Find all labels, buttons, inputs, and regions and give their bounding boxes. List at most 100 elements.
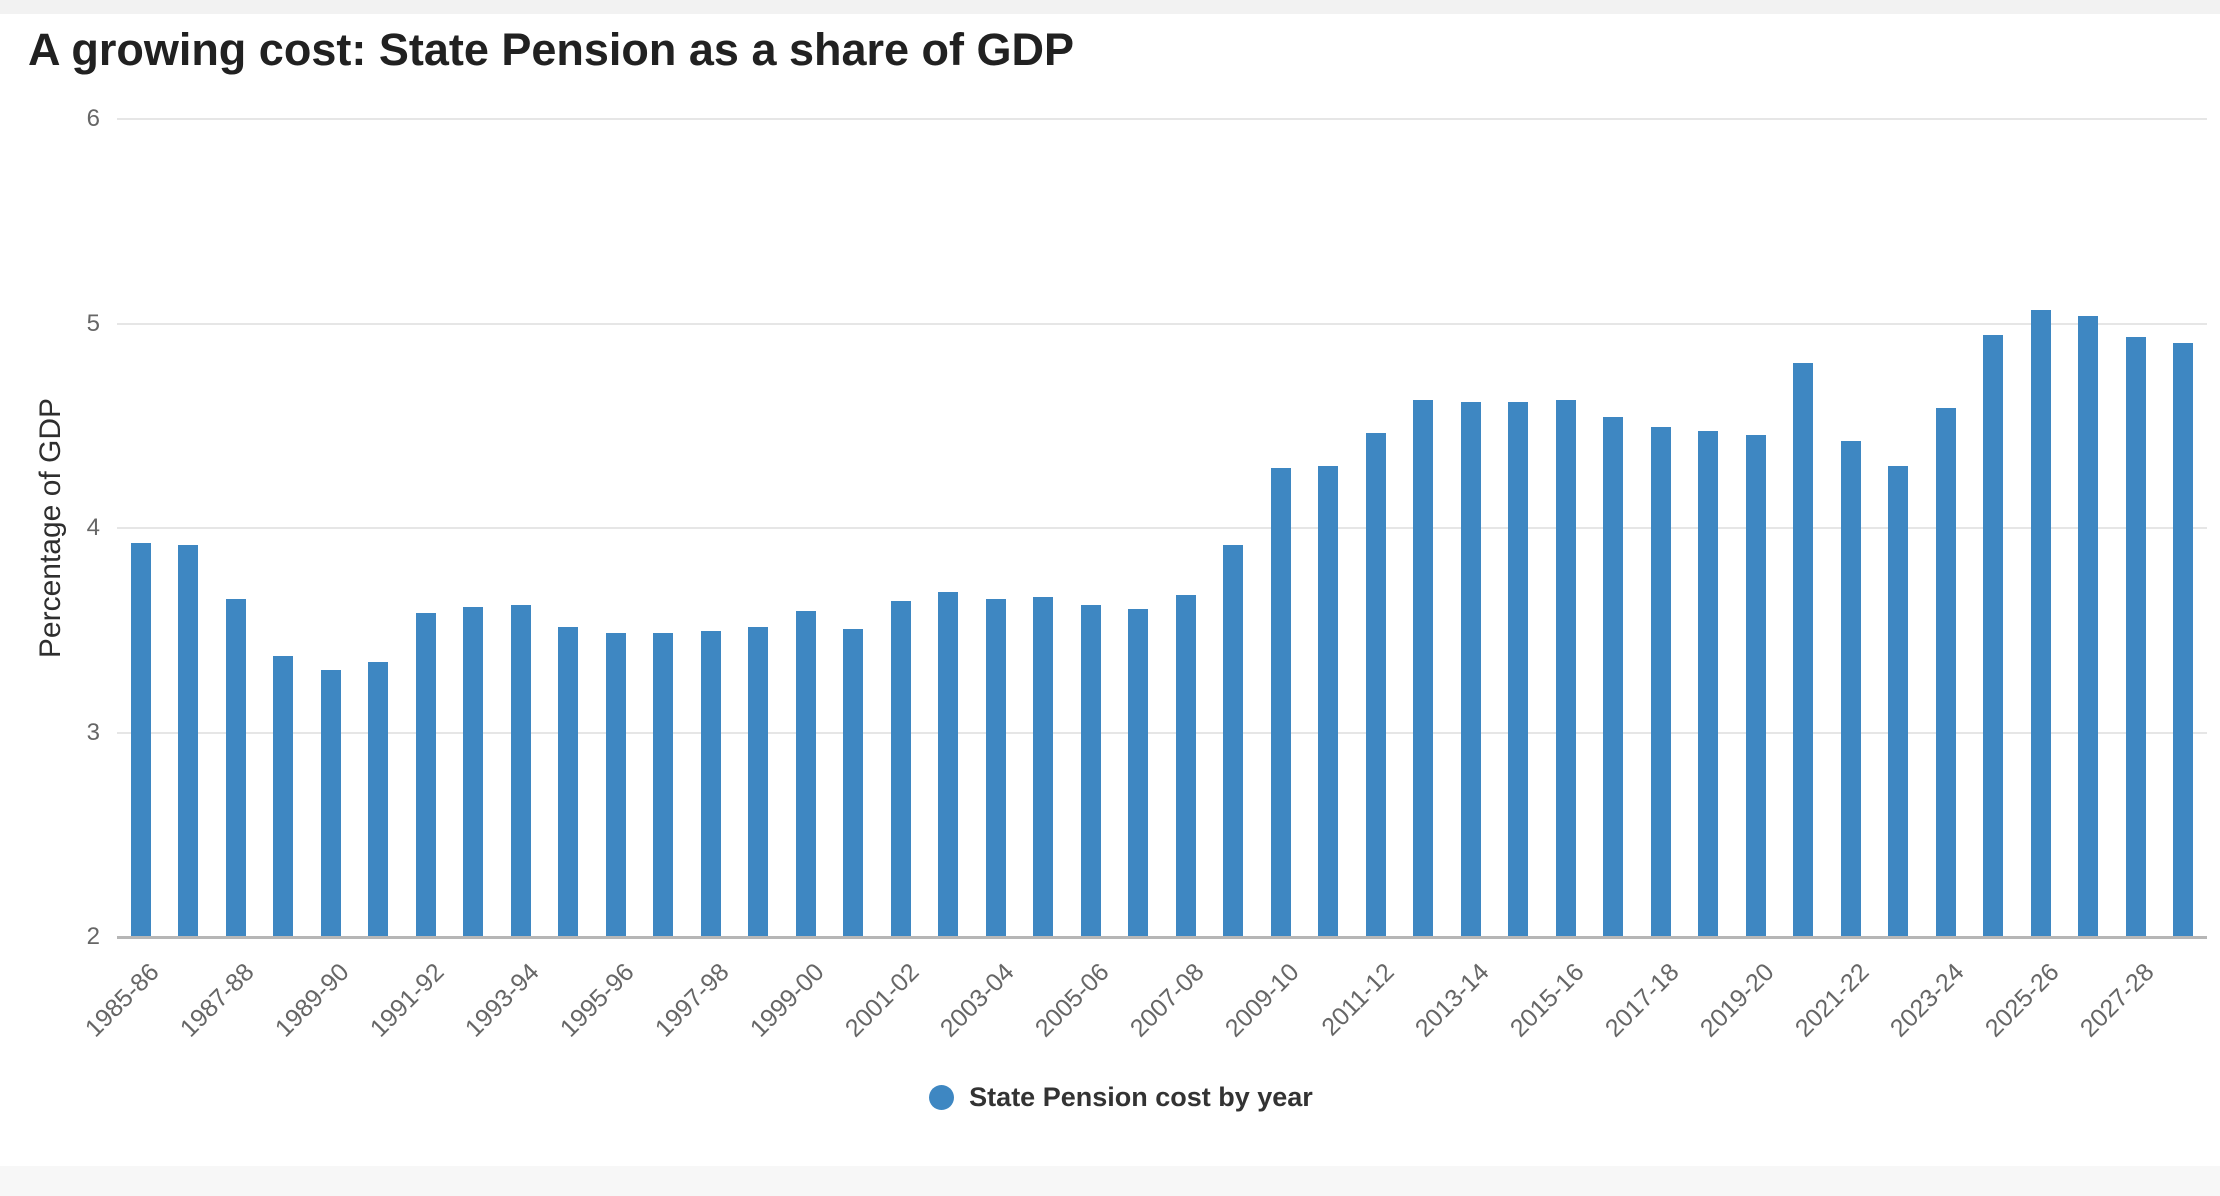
y-tick-label: 5 <box>86 310 100 337</box>
bar-slot <box>830 119 878 936</box>
bar-2014-15[interactable] <box>1508 402 1529 936</box>
bar-slot <box>1400 119 1448 936</box>
x-tick-label: 1997-98 <box>650 958 735 1043</box>
bar-slot <box>545 119 593 936</box>
bar-2025-26[interactable] <box>2030 310 2051 936</box>
bar-slot <box>1257 119 1305 936</box>
bar-slot <box>450 119 498 936</box>
bar-1990-91[interactable] <box>368 662 389 936</box>
bar-1998-99[interactable] <box>748 627 769 936</box>
bar-1985-86[interactable] <box>130 543 151 936</box>
bar-2001-02[interactable] <box>890 600 911 936</box>
bar-2002-03[interactable] <box>938 592 959 936</box>
x-tick-label: 2017-18 <box>1600 958 1685 1043</box>
bar-2012-13[interactable] <box>1413 400 1434 936</box>
x-tick-label: 2003-04 <box>935 958 1020 1043</box>
x-tick-label: 1987-88 <box>175 958 260 1043</box>
bar-2017-18[interactable] <box>1650 426 1671 936</box>
bar-2003-04[interactable] <box>985 598 1006 936</box>
bar-slot <box>1685 119 1733 936</box>
bar-2028-29[interactable] <box>2173 342 2194 936</box>
bar-2020-21[interactable] <box>1793 363 1814 936</box>
bar-2015-16[interactable] <box>1555 400 1576 936</box>
bar-1992-93[interactable] <box>463 606 484 936</box>
bar-2011-12[interactable] <box>1365 432 1386 936</box>
x-tick-label: 2005-06 <box>1030 958 1115 1043</box>
bar-2009-10[interactable] <box>1270 467 1291 936</box>
bar-slot <box>2160 119 2208 936</box>
bar-2022-23[interactable] <box>1888 465 1909 936</box>
bar-slot <box>355 119 403 936</box>
x-tick-label: 2025-26 <box>1980 958 2065 1043</box>
bar-1987-88[interactable] <box>225 598 246 936</box>
bar-slot <box>1875 119 1923 936</box>
bar-2007-08[interactable] <box>1175 594 1196 936</box>
x-axis-line <box>117 936 2207 939</box>
bar-slot <box>1637 119 1685 936</box>
bar-1989-90[interactable] <box>320 670 341 936</box>
bar-slot <box>972 119 1020 936</box>
gridline <box>117 732 2207 734</box>
bar-slot <box>2112 119 2160 936</box>
x-tick-label: 1995-96 <box>555 958 640 1043</box>
bottom-strip <box>0 1166 2220 1196</box>
bar-slot <box>1780 119 1828 936</box>
bar-1995-96[interactable] <box>605 633 626 936</box>
x-tick-label: 1993-94 <box>460 958 545 1043</box>
bar-1997-98[interactable] <box>700 631 721 936</box>
y-tick-label: 3 <box>86 719 100 746</box>
bar-slot <box>1827 119 1875 936</box>
bar-2018-19[interactable] <box>1698 430 1719 936</box>
bar-slot <box>1970 119 2018 936</box>
bar-2006-07[interactable] <box>1128 608 1149 936</box>
y-tick-label: 6 <box>86 105 100 132</box>
x-tick-label: 2007-08 <box>1125 958 1210 1043</box>
bar-slot <box>1447 119 1495 936</box>
bar-2021-22[interactable] <box>1840 441 1861 936</box>
bar-1996-97[interactable] <box>653 633 674 936</box>
bar-slot <box>1352 119 1400 936</box>
bar-slot <box>2017 119 2065 936</box>
bar-2005-06[interactable] <box>1080 604 1101 936</box>
bar-2016-17[interactable] <box>1603 416 1624 936</box>
bar-2004-05[interactable] <box>1033 596 1054 936</box>
legend[interactable]: State Pension cost by year <box>0 1082 2220 1113</box>
x-tick-label: 2023-24 <box>1885 958 1970 1043</box>
bar-slot <box>1732 119 1780 936</box>
y-tick-label: 4 <box>86 514 100 541</box>
bar-2008-09[interactable] <box>1223 545 1244 936</box>
bar-slot <box>592 119 640 936</box>
bar-slot <box>1305 119 1353 936</box>
x-tick-label: 2013-14 <box>1410 958 1495 1043</box>
chart-title: A growing cost: State Pension as a share… <box>28 24 1075 75</box>
x-tick-label: 2009-10 <box>1220 958 1305 1043</box>
bar-2024-25[interactable] <box>1983 334 2004 936</box>
y-tick-label: 2 <box>86 923 100 950</box>
x-tick-label: 1999-00 <box>745 958 830 1043</box>
bar-2019-20[interactable] <box>1745 435 1766 936</box>
x-tick-label: 1985-86 <box>80 958 165 1043</box>
bar-2026-27[interactable] <box>2078 316 2099 936</box>
bar-2010-11[interactable] <box>1318 465 1339 936</box>
legend-marker-icon <box>929 1085 955 1110</box>
bar-slot <box>1162 119 1210 936</box>
x-tick-label: 1989-90 <box>270 958 355 1043</box>
bar-slot <box>165 119 213 936</box>
bar-2000-01[interactable] <box>843 629 864 936</box>
bar-1999-00[interactable] <box>795 610 816 936</box>
bar-1993-94[interactable] <box>510 604 531 936</box>
bar-1988-89[interactable] <box>273 655 294 936</box>
bar-2013-14[interactable] <box>1460 402 1481 936</box>
bar-2023-24[interactable] <box>1935 408 1956 936</box>
bar-slot <box>877 119 925 936</box>
bar-2027-28[interactable] <box>2125 336 2146 936</box>
bar-1994-95[interactable] <box>558 627 579 936</box>
bar-slot <box>1495 119 1543 936</box>
gridline <box>117 323 2207 325</box>
bar-1986-87[interactable] <box>178 545 199 936</box>
bar-slot <box>402 119 450 936</box>
bar-slot <box>640 119 688 936</box>
bar-slot <box>925 119 973 936</box>
bar-1991-92[interactable] <box>415 612 436 936</box>
